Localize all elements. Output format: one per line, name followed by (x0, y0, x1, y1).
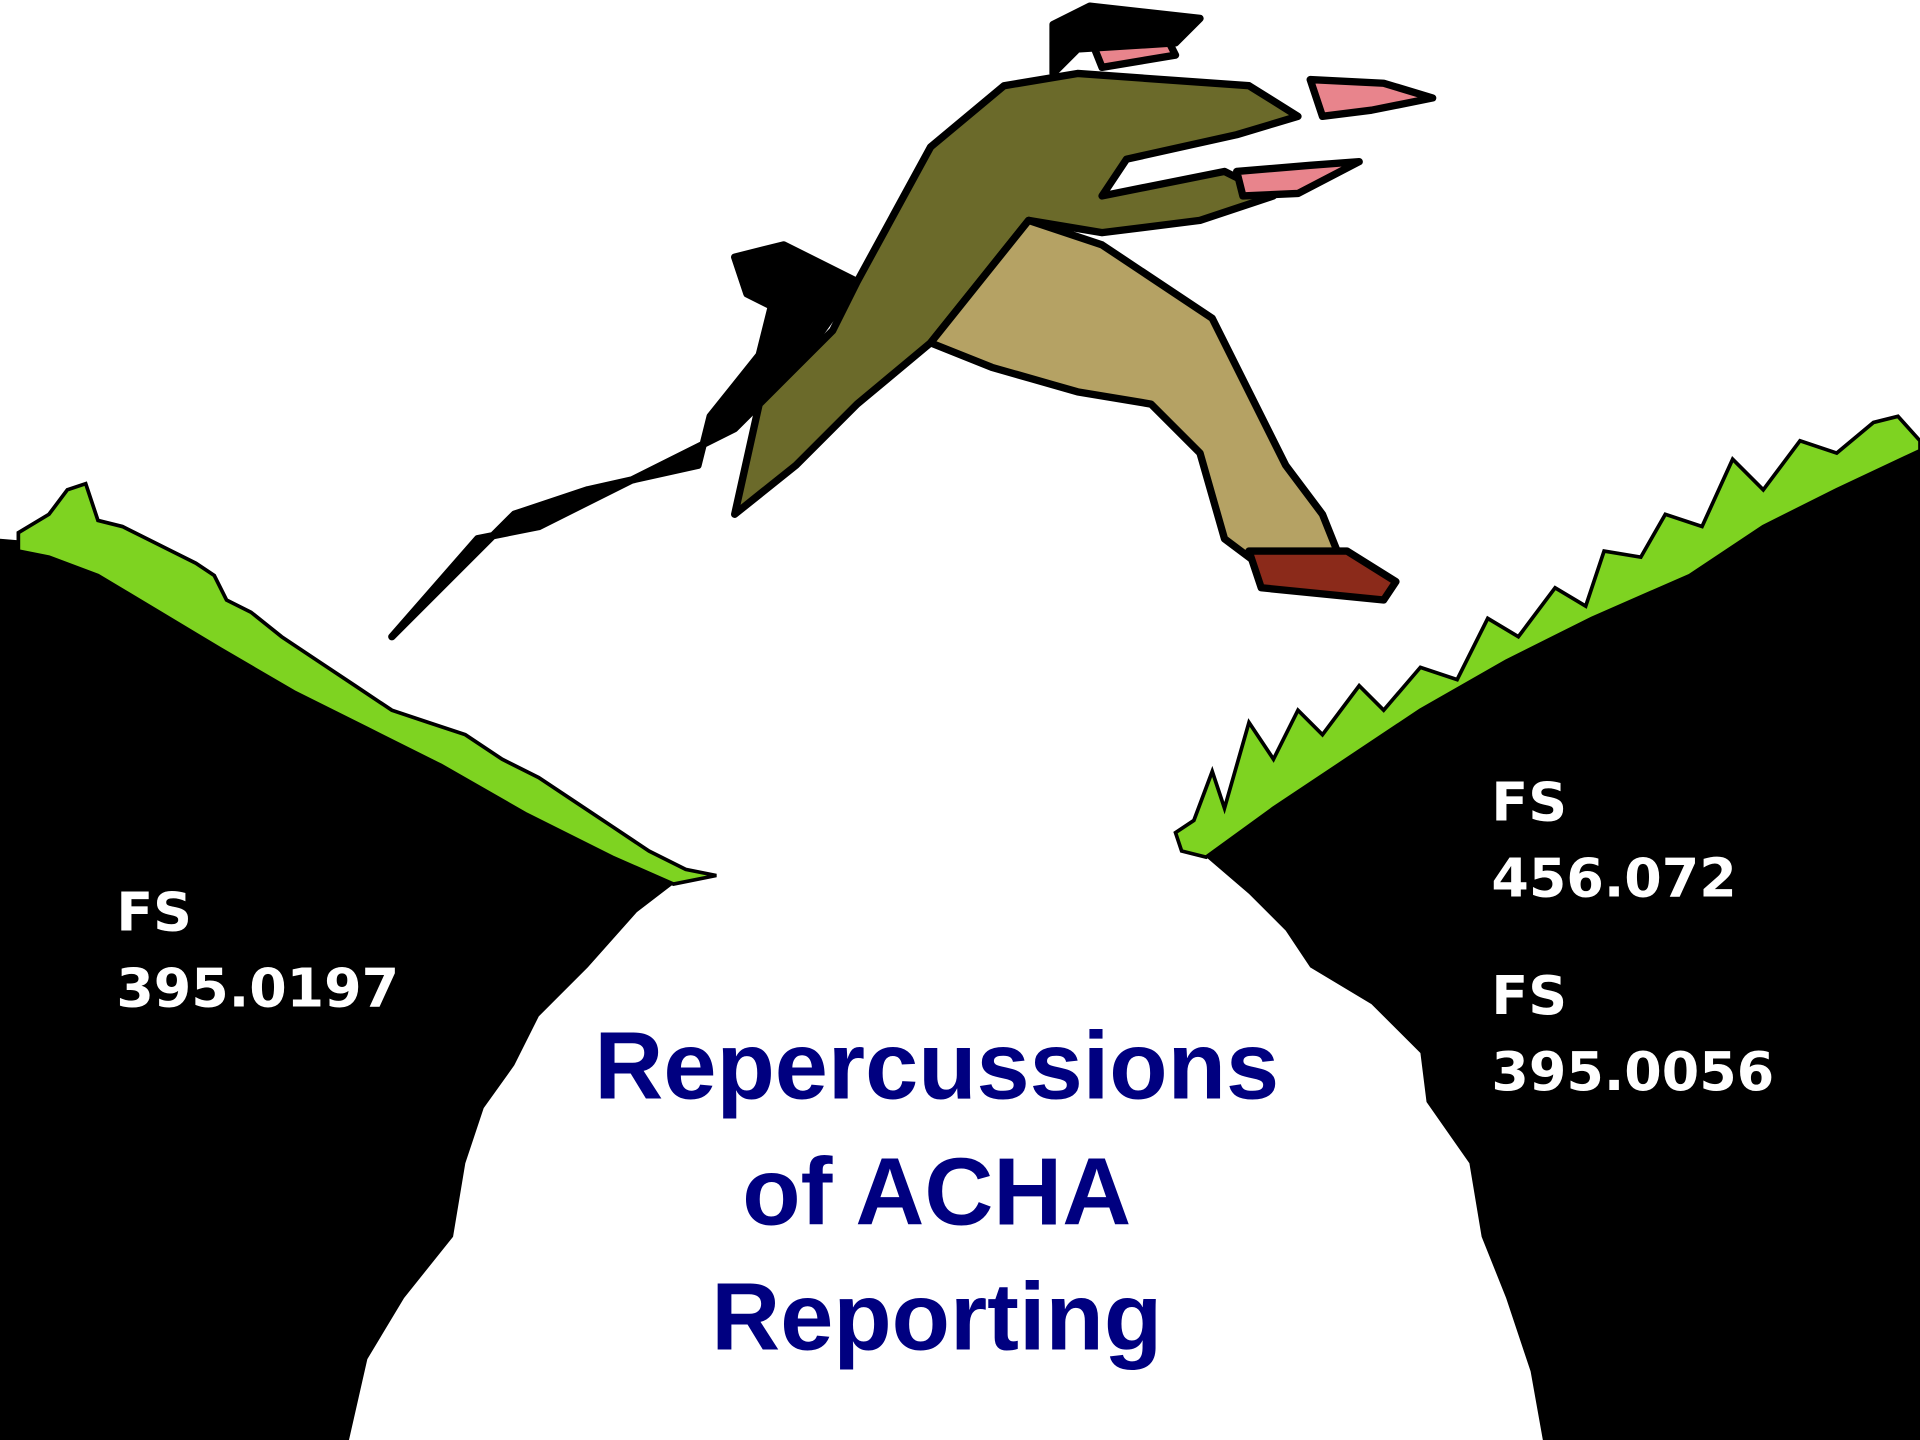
right-label: 395.0056 (1491, 1040, 1774, 1103)
title-line: Reporting (711, 1264, 1162, 1370)
right-label: 456.072 (1491, 846, 1736, 909)
slide: FS 395.0197 FS 456.072 FS 395.0056 Reper… (0, 0, 1920, 1440)
title-line: of ACHA (742, 1139, 1131, 1245)
page: FS 395.0197 FS 456.072 FS 395.0056 Reper… (0, 0, 1920, 1440)
title-line: Repercussions (594, 1013, 1279, 1119)
left-label: 395.0197 (116, 957, 399, 1020)
right-label: FS (1491, 770, 1567, 833)
jumping-man (392, 6, 1433, 637)
left-label: FS (116, 881, 192, 944)
right-label: FS (1491, 964, 1567, 1027)
